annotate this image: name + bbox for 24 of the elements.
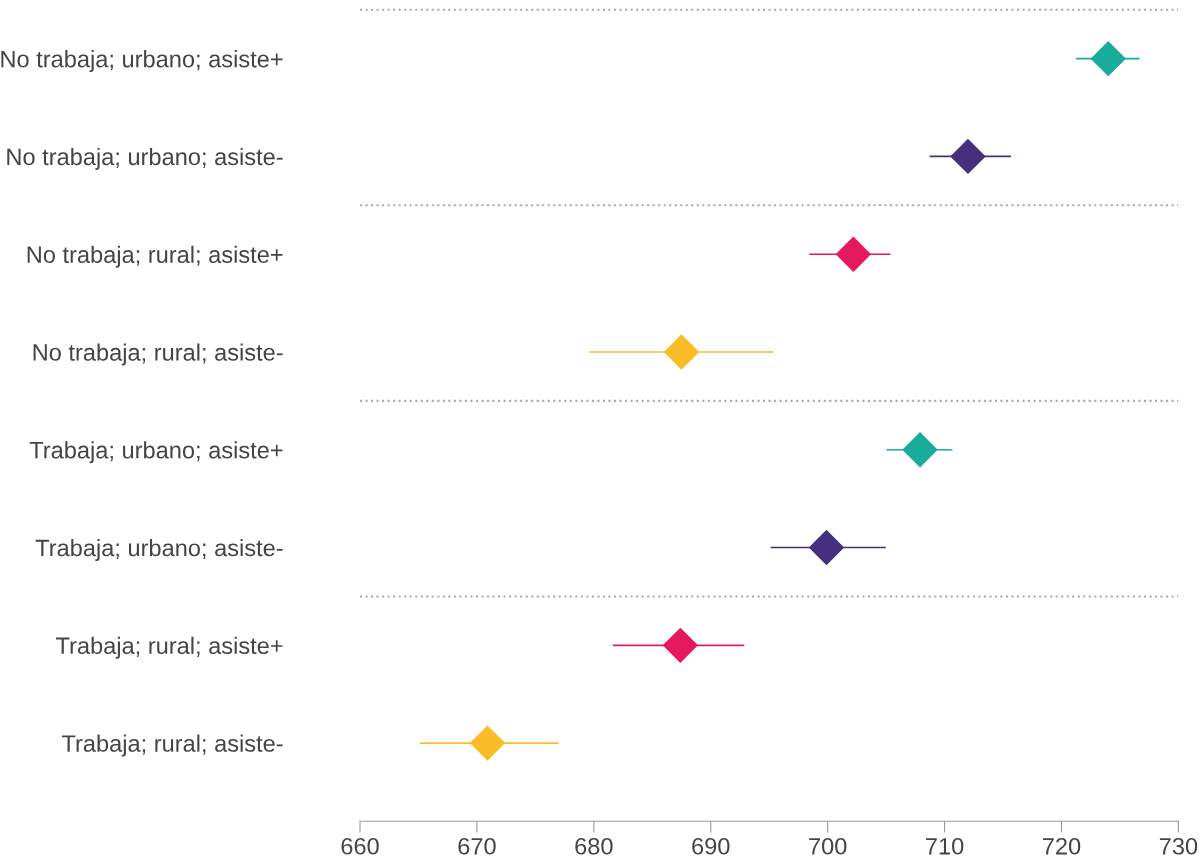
point: [662, 627, 698, 663]
x-tick-label: 690: [692, 837, 730, 855]
x-tick-label: 710: [926, 837, 964, 855]
y-tick-label: Trabaja; urbano; asiste-: [35, 538, 283, 561]
x-tick-label: 660: [341, 837, 379, 855]
y-tick-label: Trabaja; rural; asiste+: [56, 636, 283, 659]
point: [470, 725, 505, 761]
point: [950, 139, 986, 174]
x-tick-label: 700: [809, 837, 847, 855]
y-tick-label: No trabaja; urbano; asiste-: [7, 147, 283, 170]
y-tick-label: No trabaja; rural; asiste+: [27, 245, 283, 268]
point: [902, 432, 938, 468]
y-tick-label: Trabaja; urbano; asiste+: [29, 441, 283, 464]
y-tick-label: No trabaja; rural; asiste-: [33, 343, 283, 366]
point: [809, 530, 844, 565]
x-tick-label: 730: [1159, 837, 1198, 855]
y-tick-label: Trabaja; rural; asiste-: [61, 734, 283, 757]
point: [664, 334, 699, 370]
x-tick-label: 720: [1043, 837, 1081, 855]
x-tick-label: 680: [575, 837, 613, 855]
y-tick-label: No trabaja; urbano; asiste+: [1, 50, 283, 73]
point: [835, 236, 871, 272]
point: [1090, 41, 1126, 77]
x-tick-label: 670: [458, 837, 496, 855]
